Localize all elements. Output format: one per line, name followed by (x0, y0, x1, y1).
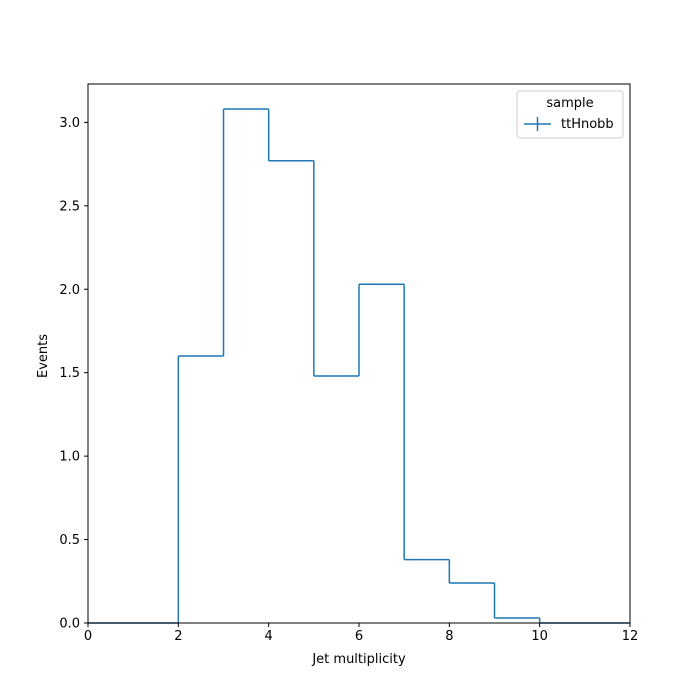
y-tick-label-0.0: 0.0 (59, 617, 80, 632)
x-tick-label-12: 12 (622, 629, 639, 644)
y-axis-label: Events (36, 334, 51, 378)
x-tick-label-2: 2 (174, 629, 182, 644)
legend-entry-ttHnobb: ttHnobb (561, 117, 614, 132)
legend-box (516, 90, 624, 139)
x-tick-label-10: 10 (531, 629, 548, 644)
axes: 0 2 4 6 8 10 12 0.0 0.5 1.0 1.5 2.0 2.5 3.0 (59, 83, 639, 644)
legend: sample ttHnobb (516, 90, 624, 139)
y-tick-label-0.5: 0.5 (59, 533, 80, 548)
x-tick-label-8: 8 (445, 629, 453, 644)
x-tick-label-4: 4 (265, 629, 273, 644)
y-tick-label-3.0: 3.0 (59, 116, 80, 131)
legend-title: sample (546, 96, 593, 111)
y-tick-label-2.0: 2.0 (59, 283, 80, 298)
y-tick-label-2.5: 2.5 (59, 199, 80, 214)
y-tick-label-1.5: 1.5 (59, 366, 80, 381)
plot-area (88, 108, 630, 624)
x-axis-label: Jet multiplicity (311, 652, 406, 667)
x-tick-label-0: 0 (84, 629, 92, 644)
y-tick-label-1.0: 1.0 (59, 450, 80, 465)
x-tick-label-6: 6 (355, 629, 363, 644)
